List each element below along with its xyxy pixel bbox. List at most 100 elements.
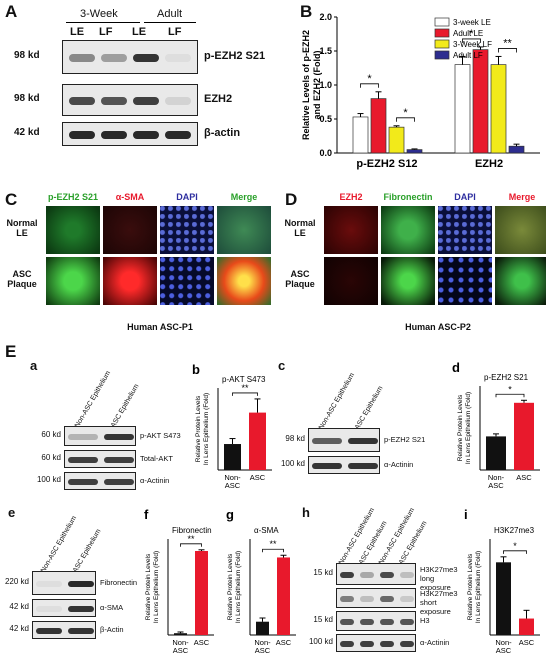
blot-band [165,131,191,139]
blot-band [400,619,414,625]
legend-swatch [434,50,450,60]
panel-eg-bar-chart: g α-SMA Relative Protein LevelsIn Lens Epi… [226,507,296,655]
micrograph-tile [438,206,492,254]
micrograph-column-label: DAPI [176,192,198,202]
blot-strip [62,84,198,116]
blot-strip [336,634,416,652]
x-tick-label: Non-ASC [224,473,241,490]
bar [490,64,507,154]
micrograph-tile [103,206,157,254]
micrograph-tile [217,257,271,305]
blot-protein-label: p-EZH2 S21 [204,50,266,62]
blot-kd-label: 98 kd [14,93,40,104]
blot-kd-label: 220 kd [4,577,29,586]
blot-lane-label: ASC Epithelium [353,385,385,431]
y-axis-label: Relative Protein LevelsIn Lens Epitheliu… [195,393,210,465]
blot-band [400,596,414,602]
micrograph-column-label: p-EZH2 S21 [47,192,98,202]
blot-protein-label: β-actin [204,127,241,139]
bar [256,621,269,635]
blot-strip [64,472,136,490]
x-tick-label: ASC [276,638,292,647]
blot-lane-label: ASC Epithelium [109,383,141,429]
blot-band [101,131,127,139]
micrograph-tile [495,206,546,254]
subpanel-letter: i [464,507,468,522]
bar [486,436,506,470]
micrograph-column-label: EZH2 [339,192,363,202]
bar [195,551,208,635]
significance-label: ** [187,534,195,544]
subpanel-letter: d [452,360,460,375]
blot-strip [336,611,416,631]
blot-lane-label: Non-ASC Epithelium [39,514,79,574]
micrograph-column-label: Fibronectin [383,192,433,202]
legend-label: Adult LE [453,29,483,38]
panel-d-micrographs: EZH2 Fibronectin DAPI Merge Normal LE ASC Pla… [278,188,546,338]
bar [454,64,471,154]
x-tick-label: Non-ASC [172,638,189,655]
panel-ee-western-blot: e Non-ASC Epithelium ASC Epithelium 220 kd F… [0,505,140,665]
legend-swatch [434,28,450,38]
blot-kd-label: 100 kd [36,475,61,484]
subpanel-letter: h [302,505,310,520]
blot-band [133,131,159,139]
panel-eb-bar-chart: b p-AKT S473 Relative Protein LevelsIn Len… [192,362,272,490]
micrograph-row-label: ASC Plaque [285,269,315,289]
blot-band [101,54,127,62]
blot-group-line [144,22,196,23]
x-tick-label: EZH2 [475,158,503,170]
blot-lane-label: Non-ASC Epithelium [377,506,417,566]
blot-kd-label: 98 kd [285,434,305,443]
micrograph-column-label: α-SMA [115,192,145,202]
micrograph-row-label: Normal LE [284,218,316,238]
x-tick-label: Non-ASC [495,638,512,655]
micrograph-tile [381,206,435,254]
blot-band [312,438,342,444]
subpanel-letter: e [8,505,16,520]
micrograph-tile [160,257,214,305]
bar [277,557,290,635]
micrograph-tile [438,257,492,305]
blot-band [340,572,354,578]
panel-ed-bar-chart: d p-EZH2 S21 Relative Protein LevelsIn Len… [452,360,540,490]
blot-band [348,463,378,469]
bar [406,149,423,154]
significance-label: * [403,107,408,119]
significance-label: ** [241,383,249,393]
y-tick-label: 1.0 [319,80,332,90]
blot-kd-label: 98 kd [14,50,40,61]
y-axis-label: Relative Protein LevelsIn Lens Epitheliu… [227,551,242,623]
chart-title: p-AKT S473 [222,375,266,384]
blot-band [36,606,62,612]
panel-b-letter: B [300,2,313,21]
blot-band [68,628,94,634]
significance-label: * [469,28,474,40]
blot-kd-label: 42 kd [9,624,29,633]
legend-swatch [434,17,450,27]
subpanel-letter: c [278,358,286,373]
panel-a-letter: A [5,2,18,21]
blot-lane-label: LE [132,26,147,38]
blot-band [36,581,62,587]
blot-strip [32,571,96,595]
significance-bracket [503,550,527,554]
micrograph-column-label: Merge [508,192,536,202]
blot-kd-label: 42 kd [14,127,40,138]
micrograph-tile [103,257,157,305]
blot-band [340,619,354,625]
blot-band [380,596,394,602]
micrograph-tile [495,257,546,305]
significance-label: * [508,384,512,394]
blot-band [340,596,354,602]
legend-swatch [434,39,450,49]
panel-ei-bar-chart: i H3K27me3 Relative Protein LevelsIn Lens … [464,507,540,655]
legend-label: 3-week LE [453,18,491,27]
x-tick-label: ASC [516,473,532,482]
blot-band [380,572,394,578]
blot-protein-label: β-Actin [100,625,124,634]
significance-bracket [498,48,517,53]
blot-band [69,97,95,105]
y-tick-label: 1.5 [319,46,332,56]
blot-protein-label: EZH2 [204,93,233,105]
